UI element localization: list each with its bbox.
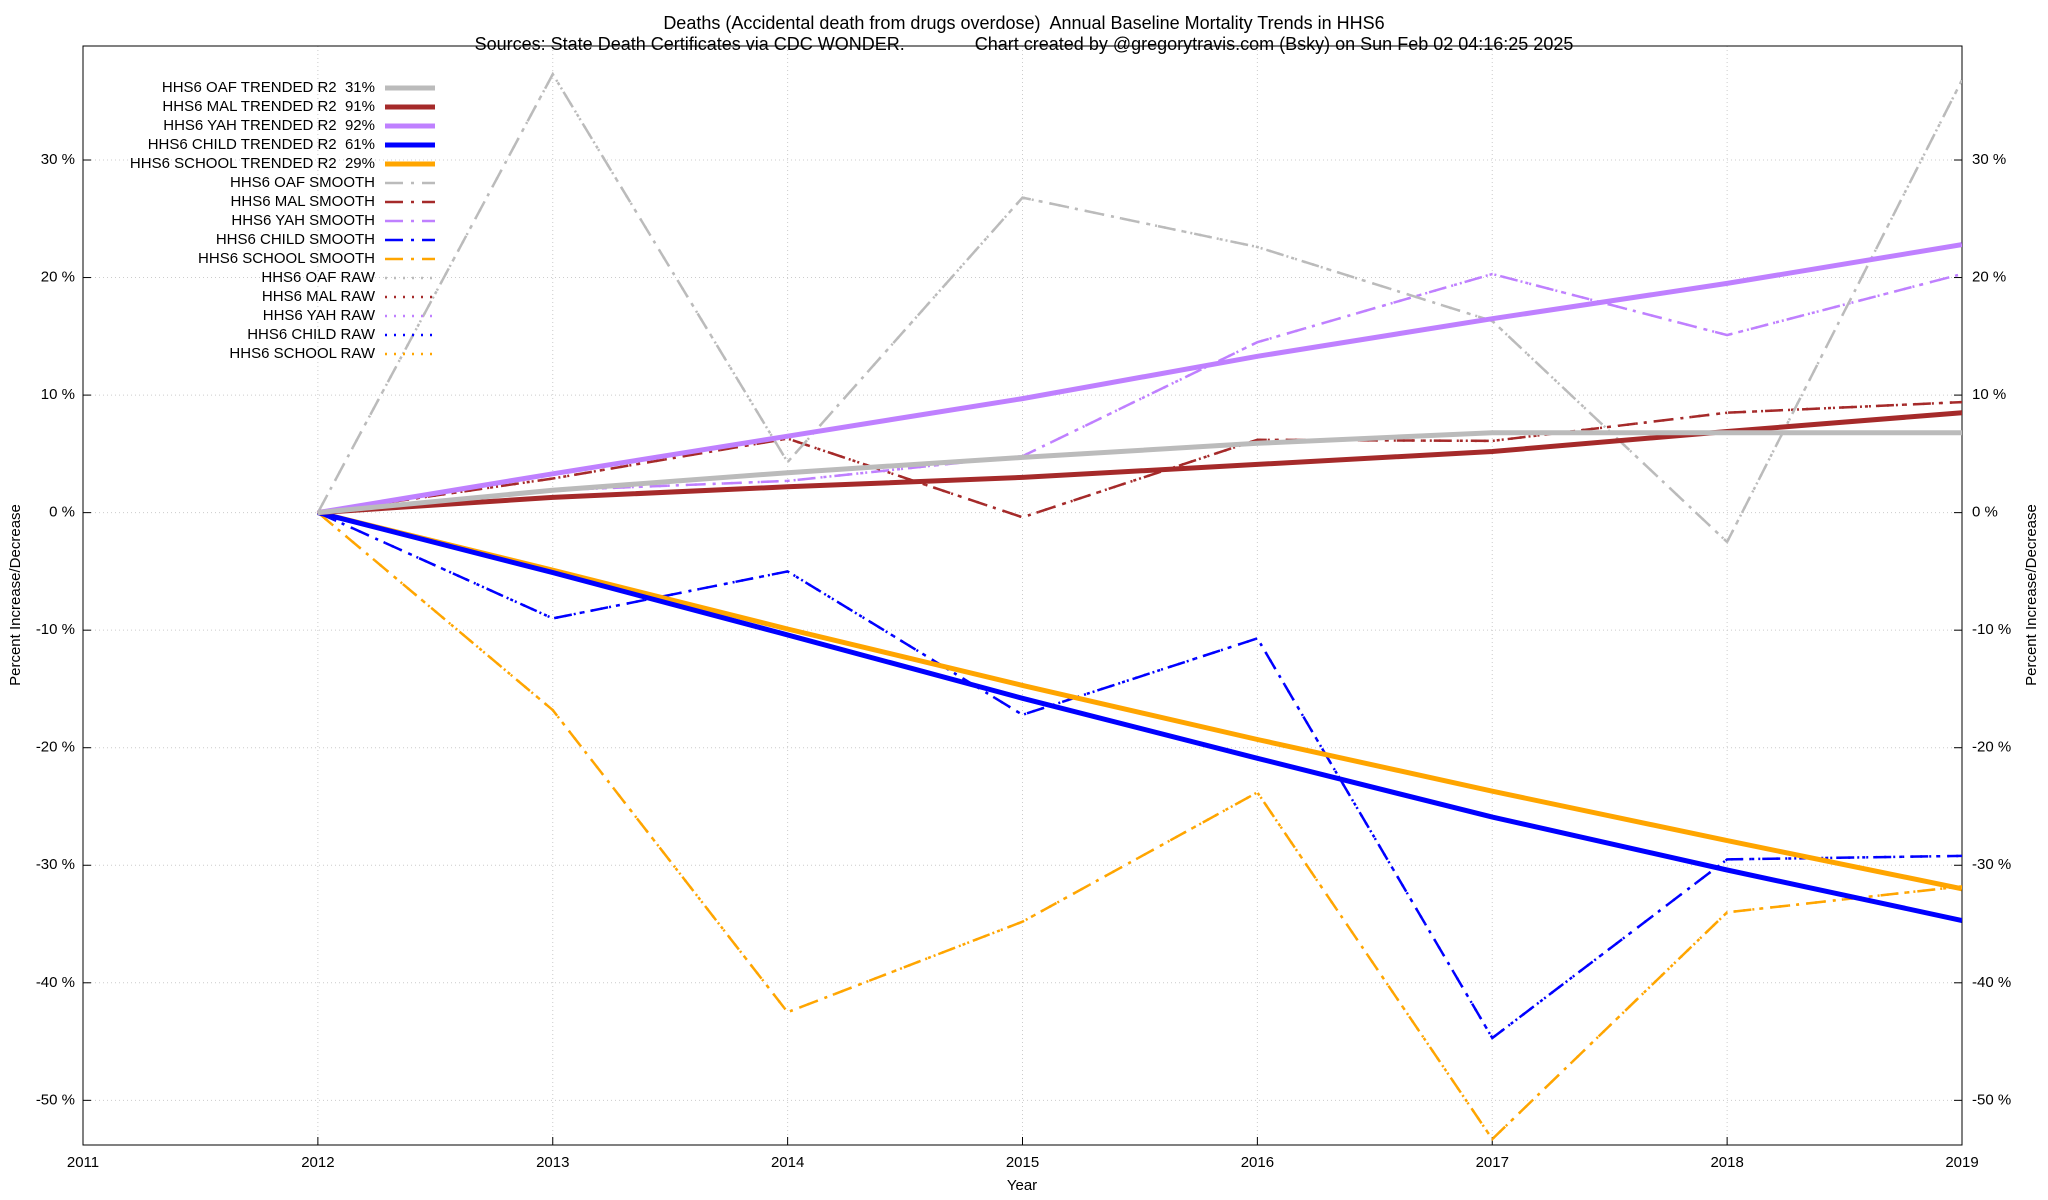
series-line [317, 510, 1962, 892]
series-line [317, 511, 1962, 1142]
y2-tick-label: 30 % [1972, 151, 2006, 168]
legend-label: HHS6 YAH SMOOTH [231, 212, 375, 229]
y2-axis-label: Percent Increase/Decrease [2023, 504, 2040, 686]
y-axis-label: Percent Increase/Decrease [7, 504, 24, 686]
y2-tick-label: 0 % [1972, 504, 1998, 521]
series-line [317, 511, 1962, 1040]
y-tick-label: 30 % [41, 151, 75, 168]
x-tick-label: 2017 [1476, 1154, 1509, 1171]
chart-subtitle: Sources: State Death Certificates via CD… [475, 34, 1574, 54]
y-tick-label: -20 % [36, 739, 75, 756]
y2-tick-label: -40 % [1972, 974, 2011, 991]
y-tick-label: 0 % [49, 504, 75, 521]
x-tick-label: 2016 [1241, 1154, 1274, 1171]
legend-label: HHS6 CHILD RAW [247, 326, 376, 343]
y-tick-label: -30 % [36, 856, 75, 873]
y2-tick-label: 10 % [1972, 386, 2006, 403]
x-tick-label: 2013 [536, 1154, 569, 1171]
y2-tick-label: -10 % [1972, 621, 2011, 638]
legend-label: HHS6 OAF TRENDED R2 31% [162, 79, 375, 96]
legend-label: HHS6 MAL SMOOTH [231, 193, 375, 210]
series-line [317, 400, 1962, 519]
plot-frame [82, 45, 1963, 1146]
series-line [317, 242, 1962, 516]
y2-tick-label: -50 % [1972, 1091, 2011, 1108]
legend-label: HHS6 SCHOOL TRENDED R2 29% [130, 155, 375, 172]
x-tick-label: 2019 [1945, 1154, 1978, 1171]
series-line [317, 410, 1962, 516]
x-tick-label: 2014 [771, 1154, 804, 1171]
x-tick-label: 2015 [1006, 1154, 1039, 1171]
series-line [317, 510, 1962, 923]
legend-label: HHS6 SCHOOL SMOOTH [198, 250, 375, 267]
legend-label: HHS6 OAF SMOOTH [230, 174, 375, 191]
legend-label: HHS6 SCHOOL RAW [229, 345, 375, 362]
y2-tick-label: 20 % [1972, 269, 2006, 286]
legend-label: HHS6 MAL RAW [262, 288, 376, 305]
legend-label: HHS6 CHILD TRENDED R2 61% [148, 136, 375, 153]
series-line [317, 400, 1962, 519]
series-line [317, 511, 1962, 1040]
x-axis-label: Year [1007, 1177, 1037, 1194]
y-tick-label: -10 % [36, 621, 75, 638]
y-tick-label: 10 % [41, 386, 75, 403]
legend-label: HHS6 CHILD SMOOTH [216, 231, 375, 248]
series-line [317, 511, 1962, 1142]
y2-tick-label: -30 % [1972, 856, 2011, 873]
x-tick-label: 2012 [301, 1154, 334, 1171]
series-line [316, 71, 1962, 545]
legend-label: HHS6 YAH RAW [263, 307, 376, 324]
y-tick-label: -50 % [36, 1091, 75, 1108]
y-tick-label: -40 % [36, 974, 75, 991]
legend-label: HHS6 YAH TRENDED R2 92% [163, 117, 375, 134]
legend-label: HHS6 MAL TRENDED R2 91% [162, 98, 375, 115]
x-tick-label: 2018 [1710, 1154, 1743, 1171]
y-tick-label: 20 % [41, 269, 75, 286]
legend-label: HHS6 OAF RAW [261, 269, 375, 286]
x-tick-label: 2011 [67, 1154, 99, 1171]
chart-title: Deaths (Accidental death from drugs over… [663, 13, 1384, 33]
y2-tick-label: -20 % [1972, 739, 2011, 756]
series-line [317, 430, 1962, 516]
series-line [317, 272, 1962, 514]
